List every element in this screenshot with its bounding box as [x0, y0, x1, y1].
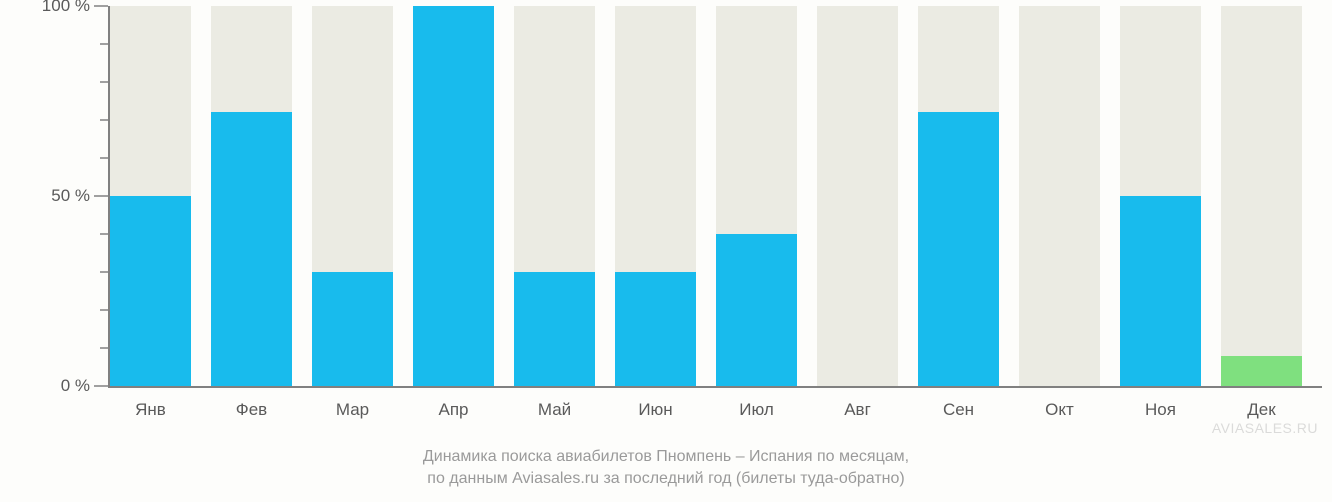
y-tick-label: 100 % [0, 0, 90, 16]
x-tick-label: Фев [211, 400, 292, 420]
bar-slot [615, 6, 696, 386]
x-tick-label: Дек [1221, 400, 1302, 420]
bar-slot [716, 6, 797, 386]
y-tick-major [94, 5, 108, 7]
bar-background [1019, 6, 1100, 386]
x-axis [108, 386, 1322, 388]
bar [312, 272, 393, 386]
x-tick-label: Авг [817, 400, 898, 420]
bar-slot [211, 6, 292, 386]
y-tick-minor [100, 157, 108, 159]
y-tick-minor [100, 271, 108, 273]
y-tick-major [94, 385, 108, 387]
x-tick-label: Май [514, 400, 595, 420]
bar-slot [1120, 6, 1201, 386]
bar [1221, 356, 1302, 386]
bar [1120, 196, 1201, 386]
x-tick-label: Ноя [1120, 400, 1201, 420]
chart-caption-line2: по данным Aviasales.ru за последний год … [0, 470, 1332, 488]
bar-slot [312, 6, 393, 386]
bar-slot [110, 6, 191, 386]
bar [211, 112, 292, 386]
x-tick-label: Янв [110, 400, 191, 420]
watermark: AVIASALES.RU [1212, 420, 1318, 436]
bar [716, 234, 797, 386]
bar-slot [413, 6, 494, 386]
bar [918, 112, 999, 386]
x-tick-label: Мар [312, 400, 393, 420]
y-tick-minor [100, 81, 108, 83]
bar-slot [817, 6, 898, 386]
bar [615, 272, 696, 386]
y-tick-minor [100, 347, 108, 349]
x-tick-label: Июл [716, 400, 797, 420]
y-tick-minor [100, 233, 108, 235]
x-tick-label: Окт [1019, 400, 1100, 420]
bar-background [817, 6, 898, 386]
bar [110, 196, 191, 386]
bar-background [1221, 6, 1302, 386]
x-tick-label: Сен [918, 400, 999, 420]
y-tick-label: 50 % [0, 186, 90, 206]
x-tick-label: Июн [615, 400, 696, 420]
x-tick-label: Апр [413, 400, 494, 420]
bar-slot [1019, 6, 1100, 386]
bar-chart: AVIASALES.RU 0 % 50 % 100 % Янв Фев Мар Апр… [0, 0, 1332, 502]
plot-area [110, 6, 1322, 386]
bar-slot [514, 6, 595, 386]
bar-slot [1221, 6, 1302, 386]
y-tick-minor [100, 43, 108, 45]
y-tick-label: 0 % [0, 376, 90, 396]
y-tick-minor [100, 119, 108, 121]
chart-caption-line1: Динамика поиска авиабилетов Пномпень – И… [0, 448, 1332, 466]
y-tick-minor [100, 309, 108, 311]
bar-slot [918, 6, 999, 386]
bar [413, 6, 494, 386]
bar [514, 272, 595, 386]
y-tick-major [94, 195, 108, 197]
